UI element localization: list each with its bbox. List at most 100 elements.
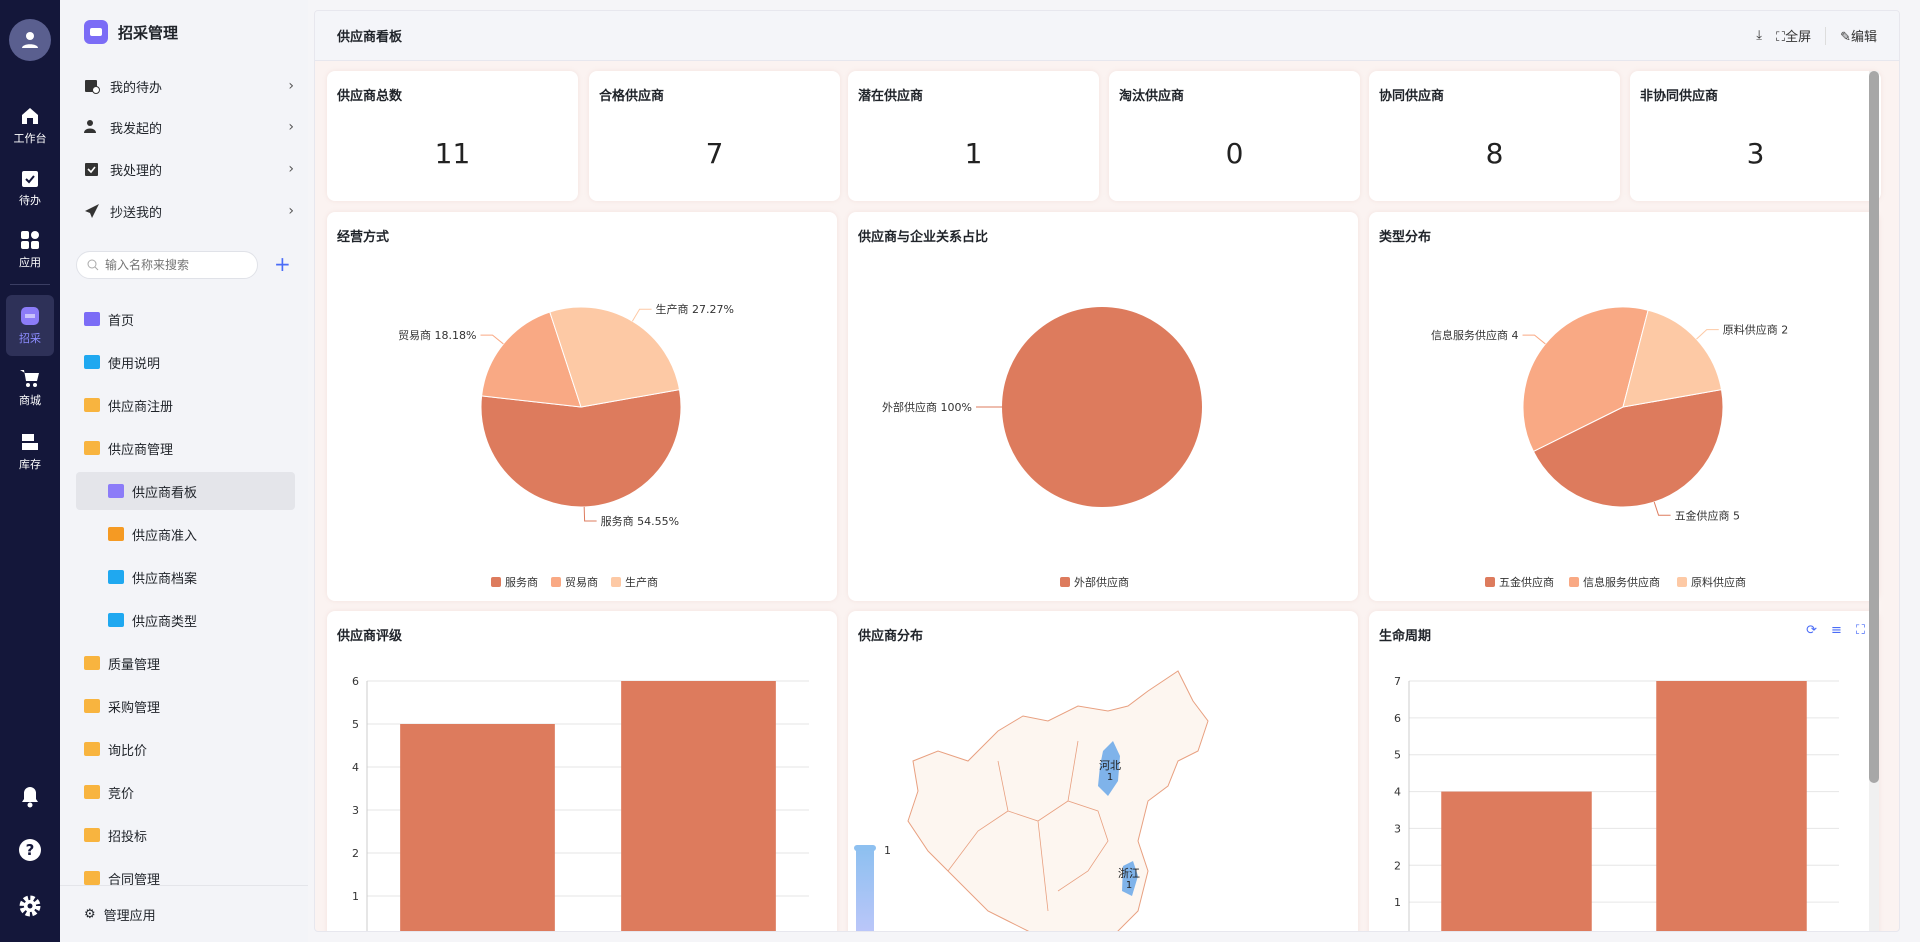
label-line [1696, 329, 1719, 340]
y-tick-label: 1 [352, 890, 359, 903]
help-icon[interactable]: ? [18, 838, 42, 862]
quick-handled[interactable]: 我处理的 › [84, 154, 294, 184]
bar[interactable] [1656, 681, 1807, 932]
slice-label: 生产商 27.27% [656, 302, 734, 316]
expand-icon[interactable]: ⛶ [1855, 623, 1865, 638]
scrollbar-thumb[interactable] [1869, 71, 1879, 783]
legend-label[interactable]: 原料供应商 [1691, 575, 1746, 589]
app-rail: 工作台 待办 应用 招采 商城 库存 ? [0, 0, 60, 942]
home-icon [22, 108, 38, 124]
china-map[interactable] [907, 670, 1209, 932]
sidebar-item[interactable]: 合同管理 [76, 859, 295, 897]
sidebar-item[interactable]: 供应商管理 [76, 429, 295, 467]
paper-plane-icon [85, 204, 99, 218]
sidebar-item[interactable]: 询比价 [76, 730, 295, 768]
bar[interactable] [1441, 791, 1592, 932]
legend-swatch[interactable] [1569, 577, 1579, 587]
legend-label[interactable]: 外部供应商 [1074, 575, 1129, 589]
bell-icon[interactable] [18, 785, 42, 809]
chart-svg: 外部供应商 100% 外部供应商 [882, 307, 1202, 589]
legend-label[interactable]: 五金供应商 [1499, 575, 1554, 589]
chevron-right-icon: › [288, 119, 294, 135]
pie-slice[interactable] [1532, 389, 1724, 508]
y-tick-label: 6 [352, 675, 359, 688]
region-hebei[interactable] [1098, 741, 1120, 796]
y-tick-label: 5 [1394, 749, 1401, 762]
rail-item-todo[interactable]: 待办 [6, 160, 54, 216]
search-box[interactable] [76, 251, 258, 279]
legend-swatch[interactable] [1060, 577, 1070, 587]
sidebar-item[interactable]: 竞价 [76, 773, 295, 811]
chart-icon [108, 484, 124, 498]
manage-apps-button[interactable]: ⚙ 管理应用 [60, 885, 308, 942]
sidebar-item[interactable]: 供应商类型 [76, 601, 295, 639]
region-zhejiang[interactable] [1122, 861, 1138, 896]
rail-item-mall[interactable]: 商城 [6, 360, 54, 416]
pie-slice[interactable] [480, 389, 682, 508]
folder-icon [84, 871, 100, 885]
label-line [631, 308, 652, 322]
sidebar-item[interactable]: 供应商注册 [76, 386, 295, 424]
pie-slice[interactable] [549, 306, 681, 408]
pie-slice[interactable] [1522, 306, 1649, 453]
sidebar-item[interactable]: 招投标 [76, 816, 295, 854]
visual-map-bar[interactable] [856, 849, 874, 932]
avatar[interactable] [9, 19, 51, 61]
slice-label: 外部供应商 100% [882, 400, 972, 414]
sidebar-item[interactable]: 供应商看板 [76, 472, 295, 510]
bar[interactable] [621, 681, 776, 932]
doc-icon [84, 355, 100, 369]
folder-icon [84, 742, 100, 756]
legend-label[interactable]: 生产商 [625, 575, 658, 589]
sidebar-item[interactable]: 首页 [76, 300, 295, 338]
label-line [1653, 501, 1671, 516]
legend-label[interactable]: 信息服务供应商 [1583, 575, 1660, 589]
chart-card: 供应商评级 0 1 2 3 4 5 6 [327, 611, 837, 932]
quick-initiated[interactable]: 我发起的 › [84, 112, 294, 142]
legend-label[interactable]: 服务商 [505, 575, 538, 589]
pie-slice[interactable] [1002, 307, 1202, 507]
gear-icon[interactable] [18, 894, 42, 918]
stat-card: 潜在供应商 1 [848, 71, 1099, 201]
sidebar-item[interactable]: 使用说明 [76, 343, 295, 381]
legend-label[interactable]: 贸易商 [565, 575, 598, 589]
menu-icon[interactable]: ≡ [1830, 623, 1842, 638]
folder-icon [84, 828, 100, 842]
add-icon[interactable]: + [274, 252, 291, 276]
region-value: 1 [1126, 880, 1132, 891]
sidebar-item[interactable]: 供应商档案 [76, 558, 295, 596]
bar[interactable] [400, 724, 555, 932]
fullscreen-button[interactable]: ⛶全屏 [1775, 30, 1812, 45]
home-icon [84, 312, 100, 326]
legend-swatch[interactable] [551, 577, 561, 587]
sidebar-item[interactable]: 采购管理 [76, 687, 295, 725]
visual-map-handle[interactable] [854, 845, 876, 851]
doc-icon [108, 613, 124, 627]
y-tick-label: 6 [1394, 712, 1401, 725]
sidebar-item[interactable]: 供应商准入 [76, 515, 295, 553]
search-icon [87, 259, 99, 271]
quick-cc[interactable]: 抄送我的 › [84, 196, 294, 226]
download-icon[interactable]: ⤓ [1756, 28, 1762, 43]
refresh-icon[interactable]: ⟳ [1806, 623, 1817, 638]
legend-swatch[interactable] [611, 577, 621, 587]
rail-item-apps[interactable]: 应用 [6, 222, 54, 278]
divider [1825, 26, 1827, 45]
folder-icon [84, 785, 100, 799]
search-input[interactable] [105, 258, 245, 272]
chart-card: 类型分布 五金供应商 5 信息服务供应商 4 原料供应商 2 五金供应商 信息服务供应商原… [1369, 212, 1879, 601]
label-line [583, 506, 597, 522]
rail-item-inventory[interactable]: 库存 [6, 424, 54, 480]
rail-item-workbench[interactable]: 工作台 [6, 98, 54, 154]
rail-divider [10, 284, 50, 285]
sidebar-item[interactable]: 质量管理 [76, 644, 295, 682]
edit-button[interactable]: ✎编辑 [1840, 30, 1877, 45]
legend-swatch[interactable] [1485, 577, 1495, 587]
stat-card: 协同供应商 8 [1369, 71, 1620, 201]
quick-my-todo[interactable]: 我的待办 › [84, 71, 294, 101]
legend-swatch[interactable] [1677, 577, 1687, 587]
folder-open-icon [84, 441, 100, 455]
rail-item-procurement[interactable]: 招采 [6, 295, 54, 356]
legend-swatch[interactable] [491, 577, 501, 587]
